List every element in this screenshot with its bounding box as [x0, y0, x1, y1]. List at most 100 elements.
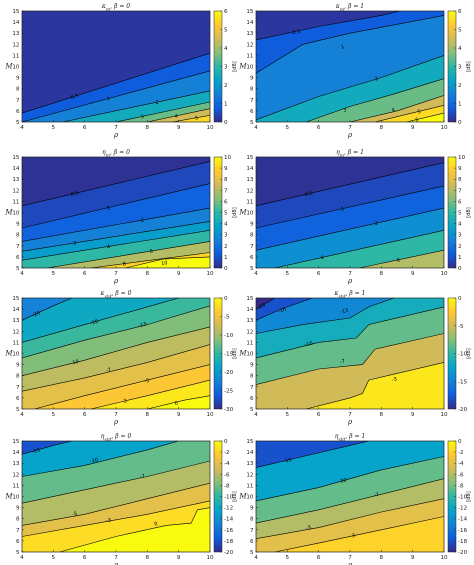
y-tick-label: 13	[12, 318, 20, 324]
y-tick-label: 7	[250, 385, 254, 391]
y-tick-label: 10	[12, 211, 20, 217]
x-tick-label: 9	[411, 271, 415, 277]
contour-line	[47, 241, 210, 268]
region-band	[125, 256, 210, 268]
y-axis-label: M	[4, 209, 13, 217]
x-tick-label: 9	[411, 555, 415, 561]
contour-line	[22, 230, 210, 261]
colorbar-tick-label: 3	[458, 233, 462, 239]
colorbar-unit-label: [dB]	[232, 491, 238, 502]
y-tick-label: 11	[12, 53, 20, 59]
x-tick-label: 9	[177, 271, 181, 277]
subplot-5: κstd, β = 0-20-16 -13-10-7-5-3 04 5 6 7 8 9 1056…	[4, 290, 238, 426]
x-tick-label: 7	[348, 125, 352, 131]
contour-label: -5	[144, 378, 150, 385]
contour-label: 1	[106, 205, 110, 212]
contour-label: 3	[73, 241, 77, 247]
colorbar-tick-label: -10	[458, 495, 468, 501]
colorbar-tick-label: -16	[224, 528, 234, 534]
x-tick-label: 8	[146, 271, 150, 277]
y-tick-label: 6	[16, 255, 20, 261]
y-tick-label: 13	[12, 461, 20, 467]
y-tick-label: 15	[246, 9, 254, 15]
colorbar-tick-label: 1	[458, 255, 462, 261]
y-tick-label: 12	[12, 329, 19, 335]
contour-label: 0	[174, 400, 178, 407]
x-axis-label: ρ	[347, 131, 353, 139]
x-tick-label: 4	[20, 412, 24, 418]
y-tick-label: 5	[16, 266, 20, 272]
contour-line	[22, 221, 210, 252]
y-tick-label: 13	[246, 177, 254, 183]
x-tick-label: 4	[254, 125, 258, 131]
x-tick-label: 6	[317, 125, 321, 131]
contour-label: 0.5	[70, 93, 79, 101]
contour-label: -20	[31, 310, 41, 319]
contour-line	[22, 344, 210, 392]
x-axis-label: ρ	[347, 418, 353, 426]
contour-label: 2	[374, 221, 378, 228]
x-tick-label: 6	[83, 271, 87, 277]
x-tick-label: 8	[380, 555, 384, 561]
contour-label: 2	[374, 76, 379, 83]
x-tick-label: 5	[286, 555, 290, 561]
contour-line	[274, 230, 444, 268]
y-tick-label: 13	[246, 318, 254, 324]
y-tick-label: 7	[250, 528, 254, 534]
y-tick-label: 8	[16, 374, 20, 380]
y-tick-label: 7	[16, 98, 20, 104]
colorbar-tick-label: 5	[458, 211, 462, 217]
x-tick-label: 6	[317, 555, 321, 561]
y-tick-label: 6	[16, 539, 20, 545]
y-tick-label: 15	[12, 9, 20, 15]
colorbar-tick-label: -25	[224, 389, 234, 395]
contour-label: -16	[90, 319, 99, 327]
y-tick-label: 6	[250, 109, 254, 115]
contour-line	[256, 298, 313, 321]
contour-label: 5	[195, 115, 199, 121]
contour-line	[256, 11, 401, 41]
contour-line	[59, 507, 210, 552]
y-tick-label: 9	[250, 506, 254, 512]
contour-label: 1	[340, 206, 344, 213]
contour-label: -5	[72, 511, 78, 518]
y-tick-label: 9	[250, 76, 254, 82]
y-tick-label: 14	[246, 307, 254, 313]
colorbar-tick-label: -15	[224, 352, 234, 358]
region-band	[274, 516, 444, 552]
colorbar-tick-label: 3	[224, 233, 228, 239]
y-tick-label: 14	[246, 20, 254, 26]
colorbar-tick-label: 0	[458, 266, 462, 272]
filled-contours: -15 -10 -7 -5 -3	[256, 441, 444, 552]
x-tick-label: 10	[440, 271, 448, 277]
contour-line	[349, 95, 444, 122]
colorbar-tick-label: 8	[458, 177, 462, 183]
colorbar-tick-label: -18	[224, 539, 234, 545]
contour-label: 2	[155, 100, 159, 107]
x-tick-label: 5	[52, 271, 56, 277]
colorbar-tick-label: 0	[224, 120, 228, 126]
colorbar-tick-label: 10	[224, 155, 232, 161]
y-tick-label: 5	[16, 550, 20, 556]
x-tick-label: 4	[20, 271, 24, 277]
subplot-title: ηm, β = 0	[102, 149, 130, 159]
y-axis-label: M	[4, 63, 13, 71]
y-tick-label: 10	[12, 352, 20, 358]
contour-label: 8	[122, 261, 126, 267]
y-tick-label: 9	[16, 76, 20, 82]
contour-line	[256, 298, 395, 334]
contour-line	[22, 305, 210, 359]
y-tick-label: 15	[12, 155, 20, 161]
y-tick-label: 7	[16, 244, 20, 250]
contour-line	[22, 298, 73, 321]
y-tick-label: 11	[246, 340, 254, 346]
y-tick-label: 13	[246, 461, 254, 467]
y-tick-label: 11	[12, 199, 20, 205]
contour-label: 3	[343, 107, 348, 114]
x-tick-label: 5	[52, 125, 56, 131]
filled-contours: 0.5 1 2 3 4 6 8 10	[22, 157, 210, 268]
region-band	[59, 507, 210, 552]
colorbar-unit-label: [dB]	[232, 61, 238, 72]
y-tick-label: 9	[16, 222, 20, 228]
y-tick-label: 6	[250, 396, 254, 402]
